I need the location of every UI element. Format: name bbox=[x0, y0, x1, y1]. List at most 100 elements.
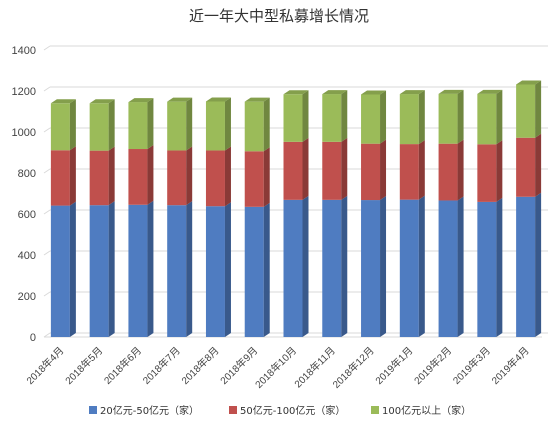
bar-segment bbox=[516, 80, 542, 138]
bar-side bbox=[341, 90, 348, 142]
gridline-depth bbox=[43, 291, 51, 297]
bar-top bbox=[205, 97, 231, 102]
bar-side bbox=[186, 146, 193, 206]
bar-side bbox=[341, 137, 348, 200]
bar-front bbox=[283, 141, 303, 200]
y-tick-label: 200 bbox=[18, 291, 36, 303]
bar-front bbox=[50, 150, 70, 206]
bar-segment bbox=[89, 201, 115, 337]
bar-segment bbox=[167, 97, 193, 151]
x-tick-label: 2018年8月 bbox=[179, 344, 222, 387]
bar-segment bbox=[516, 133, 542, 197]
bar-segment bbox=[50, 99, 76, 151]
bar-side bbox=[108, 201, 115, 337]
legend-label: 100亿元以上（家） bbox=[382, 404, 471, 417]
bar-segment bbox=[128, 200, 154, 337]
bar-segment bbox=[361, 196, 387, 337]
x-tick-label: 2019年2月 bbox=[411, 344, 454, 387]
y-tick-label: 1400 bbox=[12, 45, 36, 57]
bar-side bbox=[535, 80, 542, 138]
bar-front bbox=[322, 94, 342, 142]
bar-segment bbox=[477, 140, 503, 202]
bar-front bbox=[477, 144, 497, 202]
bar-side bbox=[108, 146, 115, 206]
bar-side bbox=[457, 196, 464, 337]
bar-side bbox=[380, 196, 387, 337]
gridline-depth bbox=[43, 127, 51, 133]
y-axis-ticks: 0 200 400 600 800 1000 1200 1400 bbox=[12, 45, 36, 344]
bar-side bbox=[302, 195, 309, 337]
gridline-depth bbox=[43, 332, 51, 338]
x-tick-label: 2019年1月 bbox=[372, 344, 415, 387]
bar-side bbox=[147, 200, 154, 337]
bar-front bbox=[322, 141, 342, 200]
bar-side bbox=[341, 195, 348, 337]
bar-side bbox=[186, 97, 193, 151]
x-tick-label: 2018年5月 bbox=[62, 344, 105, 387]
bar-segment bbox=[128, 145, 154, 205]
bar-segment bbox=[399, 140, 425, 200]
bar-side bbox=[535, 192, 542, 337]
bar-segment bbox=[244, 147, 270, 207]
bar-side bbox=[69, 99, 76, 151]
bar-side bbox=[380, 90, 387, 144]
bar-side bbox=[263, 147, 270, 207]
bar-front bbox=[205, 101, 225, 151]
bar-top bbox=[322, 90, 348, 95]
bar-segment bbox=[322, 90, 348, 142]
bar-front bbox=[244, 151, 264, 207]
bar-side bbox=[302, 90, 309, 142]
bar-segment bbox=[244, 202, 270, 337]
bar-segment bbox=[438, 89, 464, 144]
bar-side bbox=[263, 97, 270, 152]
bar-segment bbox=[438, 196, 464, 337]
bar-side bbox=[418, 140, 425, 200]
bar-segment bbox=[516, 192, 542, 337]
bar-top bbox=[283, 90, 309, 95]
bar-segment bbox=[167, 146, 193, 206]
bar-side bbox=[418, 90, 425, 145]
x-tick-label: 2018年6月 bbox=[101, 344, 144, 387]
bar-segment bbox=[283, 137, 309, 200]
bar-segment bbox=[50, 201, 76, 337]
bar-side bbox=[457, 89, 464, 144]
bar-front bbox=[516, 196, 536, 337]
bar-front bbox=[128, 102, 148, 150]
x-tick-label: 2018年7月 bbox=[140, 344, 183, 387]
bar-segment bbox=[89, 99, 115, 151]
bar-front bbox=[322, 199, 342, 337]
bar-side bbox=[457, 139, 464, 201]
bar-front bbox=[128, 149, 148, 205]
legend-swatch bbox=[89, 406, 97, 414]
gridline-depth bbox=[43, 168, 51, 174]
bar-front bbox=[283, 199, 303, 337]
y-tick-label: 0 bbox=[30, 332, 36, 344]
bar-front bbox=[477, 201, 497, 337]
bar-side bbox=[186, 201, 193, 337]
bar-side bbox=[147, 98, 154, 150]
bar-front bbox=[361, 94, 381, 144]
bar-side bbox=[380, 139, 387, 201]
bar-front bbox=[516, 84, 536, 138]
bar-segment bbox=[438, 139, 464, 201]
bar-side bbox=[108, 99, 115, 151]
bar-top bbox=[167, 97, 193, 102]
y-tick-label: 600 bbox=[18, 209, 36, 221]
bar-segment bbox=[205, 202, 231, 337]
gridline-depth bbox=[43, 209, 51, 215]
bar-side bbox=[224, 202, 231, 337]
bar-side bbox=[224, 146, 231, 207]
legend-label: 50亿元-100亿元（家） bbox=[240, 404, 345, 417]
chart-title: 近一年大中型私募增长情况 bbox=[188, 7, 369, 25]
bar-segment bbox=[361, 139, 387, 201]
bar-front bbox=[205, 150, 225, 207]
bar-top bbox=[516, 80, 542, 85]
bar-top bbox=[50, 99, 76, 104]
bar-side bbox=[496, 89, 503, 145]
bar-segment bbox=[361, 90, 387, 144]
bar-front bbox=[167, 101, 187, 151]
bar-front bbox=[167, 205, 187, 337]
bars bbox=[50, 80, 542, 337]
bar-front bbox=[50, 103, 70, 151]
bar-front bbox=[399, 94, 419, 145]
